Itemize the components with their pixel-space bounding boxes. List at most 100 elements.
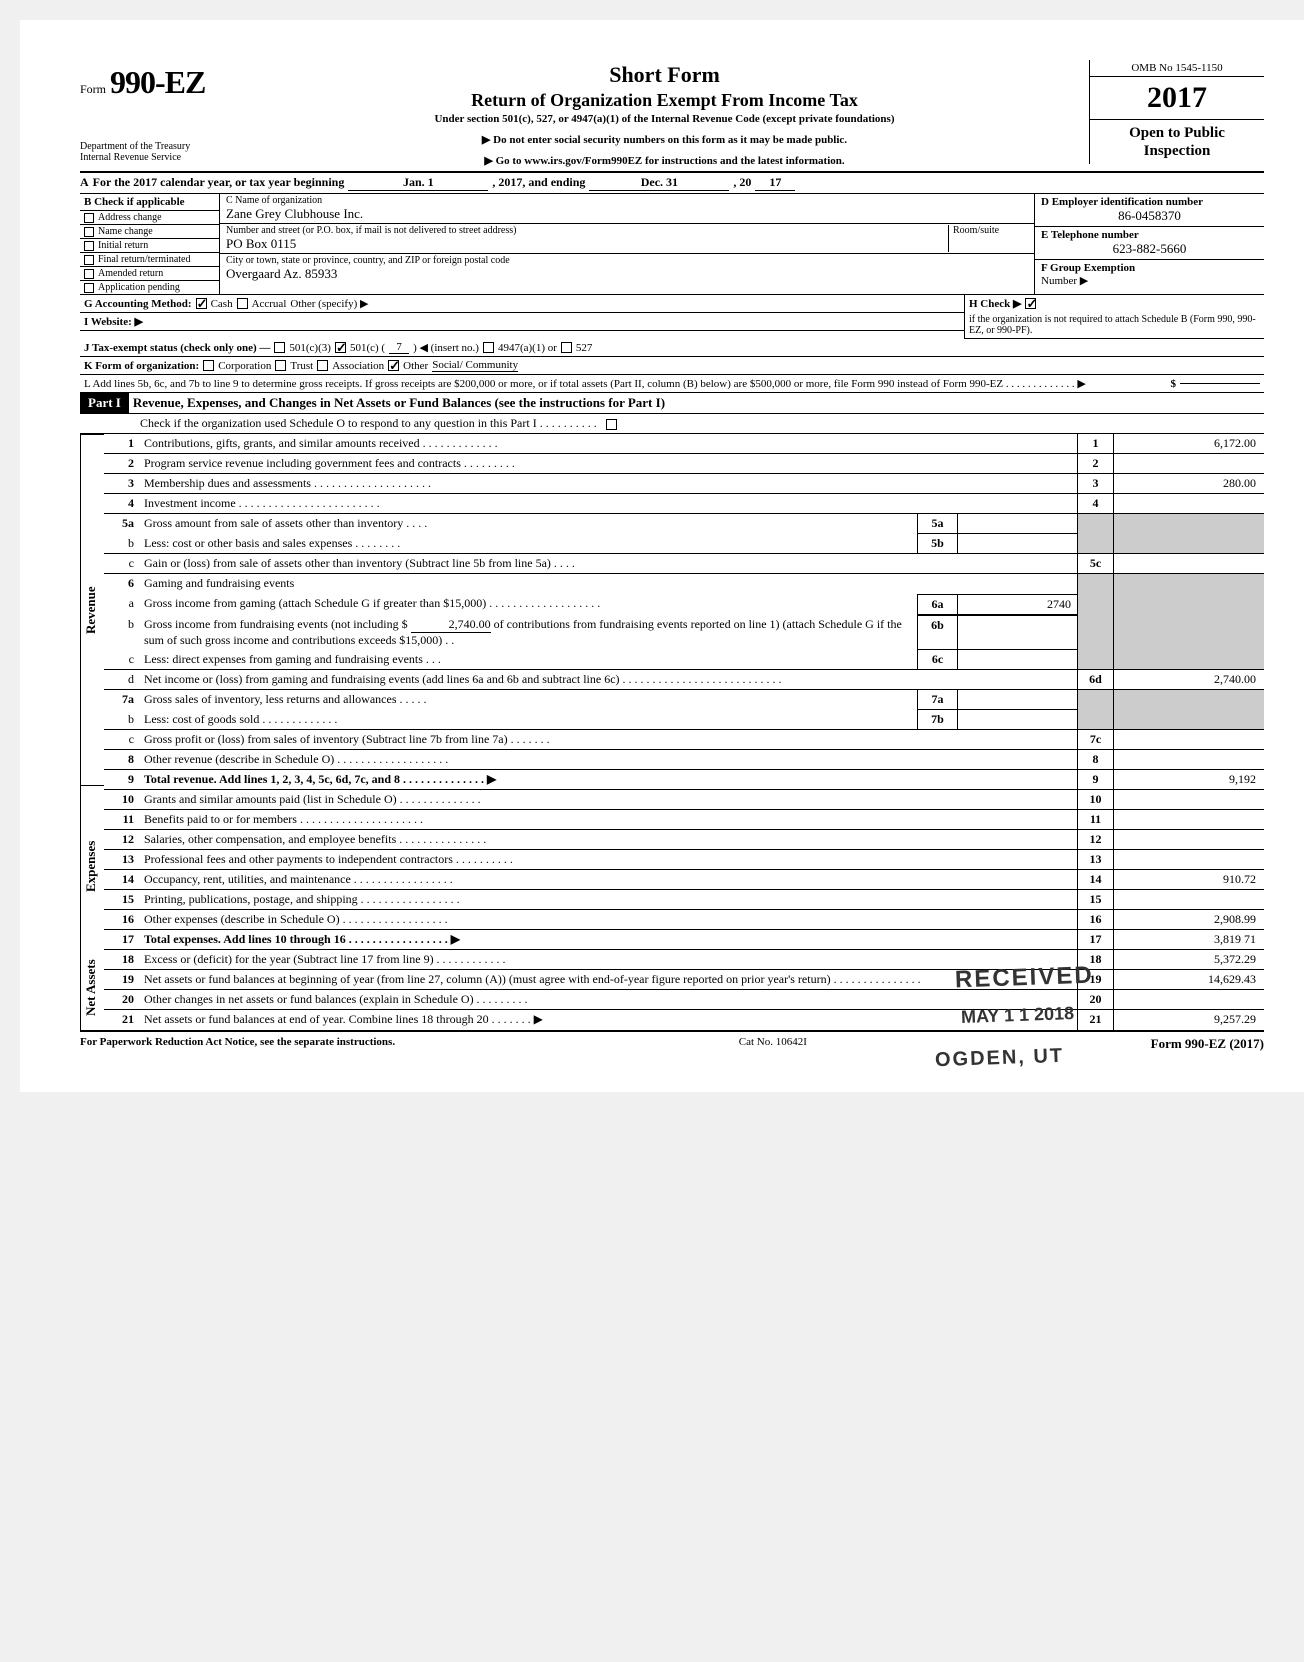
group-exempt-block: F Group Exemption Number ▶ bbox=[1035, 259, 1264, 289]
r-val-shaded bbox=[1114, 690, 1264, 710]
checkbox-501c[interactable] bbox=[335, 342, 346, 353]
row-i: I Website: ▶ bbox=[80, 313, 964, 331]
checkbox-accrual[interactable] bbox=[237, 298, 248, 309]
checkbox-assoc[interactable] bbox=[317, 360, 328, 371]
r-num-shaded bbox=[1078, 534, 1114, 553]
chk-name-change[interactable]: Name change bbox=[80, 224, 219, 238]
line-text: Other expenses (describe in Schedule O) … bbox=[140, 910, 1078, 929]
r-num: 14 bbox=[1078, 870, 1114, 889]
checkbox-icon[interactable] bbox=[84, 283, 94, 293]
line-num: 17 bbox=[104, 930, 140, 949]
r-num-shaded bbox=[1078, 594, 1114, 615]
dept-block: Department of the Treasury Internal Reve… bbox=[80, 141, 240, 163]
line-6b-amt: 2,740.00 bbox=[411, 617, 491, 633]
tel-block: E Telephone number 623-882-5660 bbox=[1035, 226, 1264, 259]
527-label: 527 bbox=[576, 342, 593, 354]
r-val-shaded bbox=[1114, 615, 1264, 650]
checkbox-corp[interactable] bbox=[203, 360, 214, 371]
checkbox-4947[interactable] bbox=[483, 342, 494, 353]
line-num: 10 bbox=[104, 790, 140, 809]
city-label: City or town, state or province, country… bbox=[226, 255, 1028, 266]
year-suffix: 17 bbox=[1177, 81, 1207, 114]
r-num: 7c bbox=[1078, 730, 1114, 749]
line-text: Investment income . . . . . . . . . . . … bbox=[140, 494, 1078, 513]
line-15: 15Printing, publications, postage, and s… bbox=[104, 890, 1264, 910]
line-text: Excess or (deficit) for the year (Subtra… bbox=[140, 950, 1078, 969]
street-value: PO Box 0115 bbox=[226, 236, 948, 252]
other-label: Other (specify) ▶ bbox=[290, 297, 368, 310]
line-11: 11Benefits paid to or for members . . . … bbox=[104, 810, 1264, 830]
501c-number: 7 bbox=[389, 341, 409, 354]
checkbox-icon[interactable] bbox=[84, 227, 94, 237]
checkbox-icon[interactable] bbox=[84, 213, 94, 223]
line-text: Grants and similar amounts paid (list in… bbox=[140, 790, 1078, 809]
r-val-shaded bbox=[1114, 574, 1264, 594]
street-block: Number and street (or P.O. box, if mail … bbox=[220, 223, 1034, 253]
chk-amended-return[interactable]: Amended return bbox=[80, 266, 219, 280]
r-val bbox=[1114, 454, 1264, 473]
chk-initial-return[interactable]: Initial return bbox=[80, 238, 219, 252]
r-num: 1 bbox=[1078, 434, 1114, 453]
line-num: 20 bbox=[104, 990, 140, 1009]
checkbox-schedule-o[interactable] bbox=[606, 419, 617, 430]
r-num: 6d bbox=[1078, 670, 1114, 689]
checkbox-icon[interactable] bbox=[84, 255, 94, 265]
tel-value: 623-882-5660 bbox=[1041, 241, 1258, 257]
line-text: Salaries, other compensation, and employ… bbox=[140, 830, 1078, 849]
line-num: b bbox=[104, 615, 140, 650]
open-public: Open to Public Inspection bbox=[1090, 120, 1264, 164]
r-val bbox=[1114, 494, 1264, 513]
other-org-value: Social/ Community bbox=[432, 359, 518, 372]
line-num: 21 bbox=[104, 1010, 140, 1030]
group-number-label: Number ▶ bbox=[1041, 274, 1258, 287]
part1-badge: Part I bbox=[80, 393, 129, 413]
checkbox-trust[interactable] bbox=[275, 360, 286, 371]
chk-final-return[interactable]: Final return/terminated bbox=[80, 252, 219, 266]
trust-label: Trust bbox=[290, 360, 313, 372]
line-text: Total revenue. Add lines 1, 2, 3, 4, 5c,… bbox=[140, 770, 1078, 789]
r-num: 4 bbox=[1078, 494, 1114, 513]
line-text: Other revenue (describe in Schedule O) .… bbox=[140, 750, 1078, 769]
row-l: L Add lines 5b, 6c, and 7b to line 9 to … bbox=[80, 375, 1264, 393]
checkbox-other-org[interactable] bbox=[388, 360, 399, 371]
line-text: Contributions, gifts, grants, and simila… bbox=[140, 434, 1078, 453]
line-7c: cGross profit or (loss) from sales of in… bbox=[104, 730, 1264, 750]
line-20: 20Other changes in net assets or fund ba… bbox=[104, 990, 1264, 1010]
mid-box: 6a bbox=[918, 594, 958, 615]
mid-box: 7a bbox=[918, 690, 958, 710]
line-text: Printing, publications, postage, and shi… bbox=[140, 890, 1078, 909]
line-text: Gross profit or (loss) from sales of inv… bbox=[140, 730, 1078, 749]
line-text: Gain or (loss) from sale of assets other… bbox=[140, 554, 1078, 573]
line-6a: aGross income from gaming (attach Schedu… bbox=[104, 594, 1264, 615]
4947-label: 4947(a)(1) or bbox=[498, 342, 557, 354]
mid-box: 6c bbox=[918, 650, 958, 669]
accrual-label: Accrual bbox=[252, 298, 287, 310]
r-val: 5,372.29 bbox=[1114, 950, 1264, 969]
line-num: 6 bbox=[104, 574, 140, 594]
section-bcd: B Check if applicable Address change Nam… bbox=[80, 194, 1264, 295]
ein-block: D Employer identification number 86-0458… bbox=[1035, 194, 1264, 226]
checkbox-527[interactable] bbox=[561, 342, 572, 353]
chk-application-pending[interactable]: Application pending bbox=[80, 280, 219, 294]
checkbox-schedule-b[interactable] bbox=[1025, 298, 1036, 309]
r-val-shaded bbox=[1114, 534, 1264, 553]
form-header: Form 990-EZ Department of the Treasury I… bbox=[80, 60, 1264, 173]
line-12: 12Salaries, other compensation, and empl… bbox=[104, 830, 1264, 850]
chk-address-change[interactable]: Address change bbox=[80, 210, 219, 224]
part1-header-row: Part I Revenue, Expenses, and Changes in… bbox=[80, 393, 1264, 414]
gross-receipts-value bbox=[1180, 383, 1260, 384]
stamp-date: MAY 1 1 2018 bbox=[961, 1003, 1075, 1028]
side-labels: Revenue Expenses Net Assets bbox=[80, 434, 104, 1030]
r-val: 3,819 71 bbox=[1114, 930, 1264, 949]
city-value: Overgaard Az. 85933 bbox=[226, 266, 1028, 282]
omb-number: OMB No 1545-1150 bbox=[1090, 60, 1264, 77]
line-8: 8Other revenue (describe in Schedule O) … bbox=[104, 750, 1264, 770]
checkbox-cash[interactable] bbox=[196, 298, 207, 309]
r-val: 280.00 bbox=[1114, 474, 1264, 493]
row-h: H Check ▶ if the organization is not req… bbox=[964, 295, 1264, 339]
checkbox-icon[interactable] bbox=[84, 241, 94, 251]
line-num: c bbox=[104, 554, 140, 573]
checkbox-501c3[interactable] bbox=[274, 342, 285, 353]
line-text: Gaming and fundraising events bbox=[140, 574, 1078, 594]
checkbox-icon[interactable] bbox=[84, 269, 94, 279]
